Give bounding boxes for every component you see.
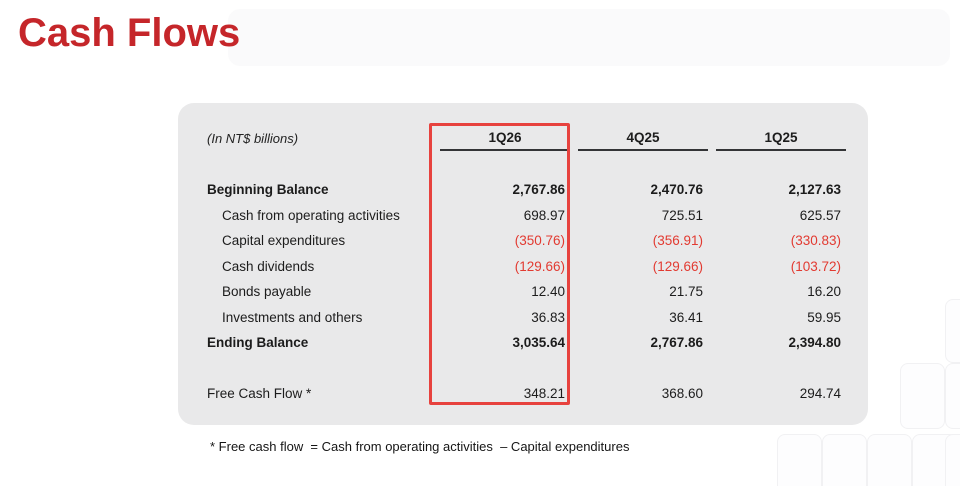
cell-value: 2,127.63 xyxy=(788,182,841,198)
cell-value: 16.20 xyxy=(807,284,841,300)
table-body: Beginning Balance 2,767.86 2,470.76 2,12… xyxy=(207,177,846,356)
decor-square xyxy=(945,363,960,429)
row-label: Ending Balance xyxy=(207,335,309,351)
row-investments-others: Investments and others 36.83 36.41 59.95 xyxy=(207,305,846,331)
row-label: Capital expenditures xyxy=(222,233,346,249)
footnote: * Free cash flow = Cash from operating a… xyxy=(210,439,630,454)
cell-value: (129.66) xyxy=(514,258,565,274)
cell-value: 725.51 xyxy=(661,207,703,223)
cell-value: 698.97 xyxy=(523,207,565,223)
cell-value: 36.83 xyxy=(531,309,565,325)
column-header-1q25: 1Q25 xyxy=(716,125,846,151)
decor-square xyxy=(945,434,960,486)
row-ending-balance: Ending Balance 3,035.64 2,767.86 2,394.8… xyxy=(207,330,846,356)
cell-value: 59.95 xyxy=(807,309,841,325)
decor-square xyxy=(867,434,912,486)
cell-value: 21.75 xyxy=(669,284,703,300)
row-beginning-balance: Beginning Balance 2,767.86 2,470.76 2,12… xyxy=(207,177,846,203)
decorative-band xyxy=(228,9,950,66)
cell-value: (129.66) xyxy=(652,258,703,274)
column-header-4q25: 4Q25 xyxy=(578,125,708,151)
row-label: Bonds payable xyxy=(222,284,312,300)
row-cash-dividends: Cash dividends (129.66) (129.66) (103.72… xyxy=(207,254,846,280)
cell-value: 36.41 xyxy=(669,309,703,325)
decor-square xyxy=(900,363,945,429)
cash-flow-table: (In NT$ billions) 1Q26 4Q25 1Q25 Beginni… xyxy=(178,103,868,425)
table-header-row: (In NT$ billions) 1Q26 4Q25 1Q25 xyxy=(207,125,846,151)
cell-value: (103.72) xyxy=(790,258,841,274)
row-label: Beginning Balance xyxy=(207,182,329,198)
cell-value: (330.83) xyxy=(790,233,841,249)
cell-value: 2,767.86 xyxy=(512,182,565,198)
cell-value: 368.60 xyxy=(661,385,703,401)
cell-value: 2,394.80 xyxy=(788,335,841,351)
cell-value: (350.76) xyxy=(514,233,565,249)
cell-value: (356.91) xyxy=(652,233,703,249)
decor-square xyxy=(822,434,867,486)
decor-square xyxy=(945,299,960,363)
cell-value: 348.21 xyxy=(523,385,565,401)
unit-label: (In NT$ billions) xyxy=(207,130,299,146)
row-capital-expenditures: Capital expenditures (350.76) (356.91) (… xyxy=(207,228,846,254)
cell-value: 294.74 xyxy=(799,385,841,401)
row-label: Investments and others xyxy=(222,309,363,325)
column-header-1q26: 1Q26 xyxy=(440,125,570,151)
cell-value: 12.40 xyxy=(531,284,565,300)
cell-value: 625.57 xyxy=(799,207,841,223)
row-label: Cash dividends xyxy=(222,258,315,274)
decor-square xyxy=(777,434,822,486)
cell-value: 2,767.86 xyxy=(650,335,703,351)
page-title: Cash Flows xyxy=(18,11,241,55)
row-bonds-payable: Bonds payable 12.40 21.75 16.20 xyxy=(207,279,846,305)
row-operating-activities: Cash from operating activities 698.97 72… xyxy=(207,203,846,229)
row-label: Cash from operating activities xyxy=(222,207,400,223)
row-label: Free Cash Flow * xyxy=(207,385,312,401)
cell-value: 2,470.76 xyxy=(650,182,703,198)
row-free-cash-flow: Free Cash Flow * 348.21 368.60 294.74 xyxy=(207,381,846,407)
cell-value: 3,035.64 xyxy=(512,335,565,351)
